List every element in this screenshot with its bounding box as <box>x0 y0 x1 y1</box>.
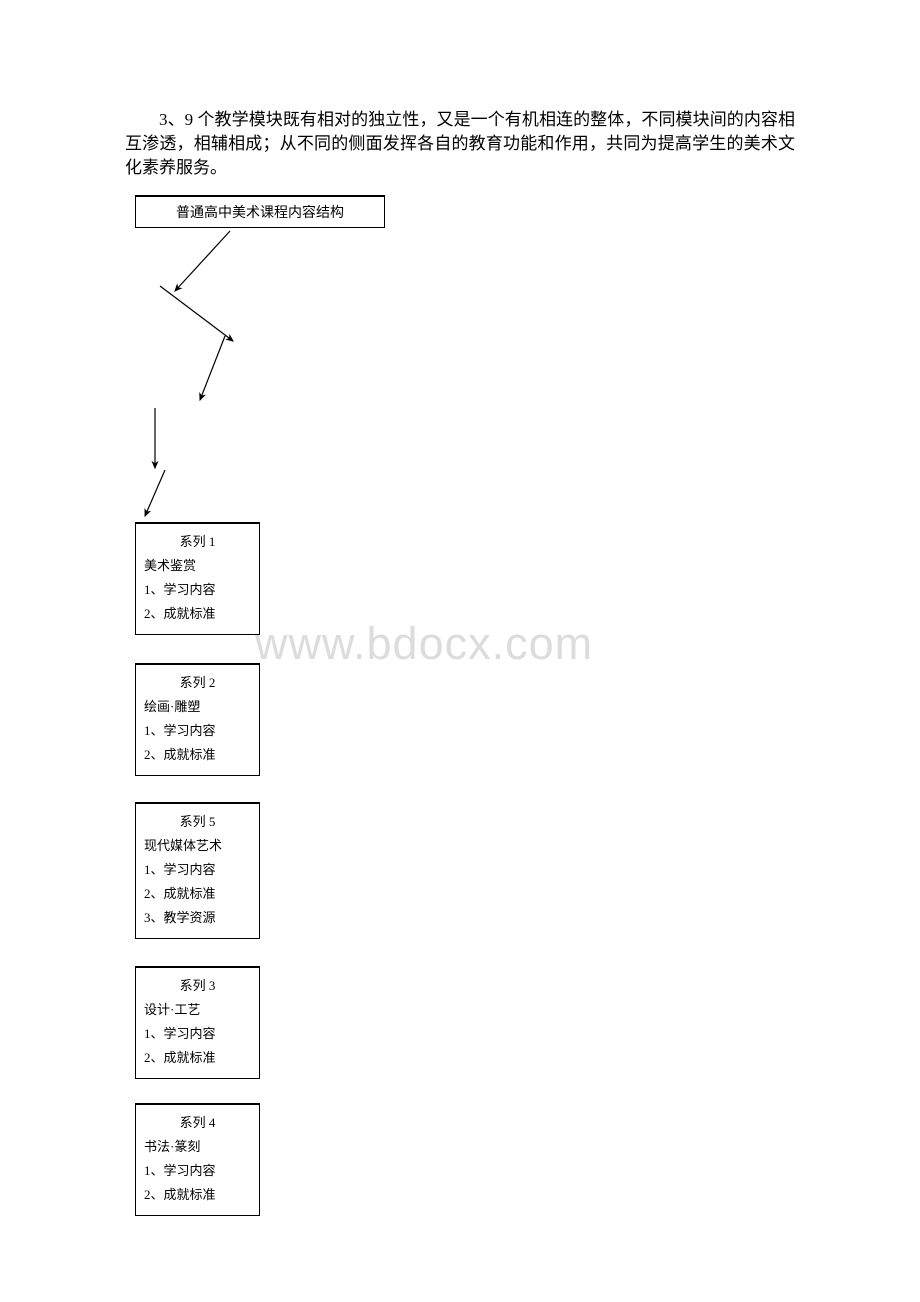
structure-header-box: 普通高中美术课程内容结构 <box>135 195 385 228</box>
series-line: 设计·工艺 <box>144 998 251 1022</box>
series-box: 系列 5现代媒体艺术1、学习内容2、成就标准3、教学资源 <box>135 802 260 939</box>
series-line: 1、学习内容 <box>144 578 251 602</box>
arrow-line <box>145 470 165 516</box>
series-line: 绘画·雕塑 <box>144 695 251 719</box>
series-title: 系列 3 <box>144 974 251 998</box>
intro-paragraph: 3、9 个教学模块既有相对的独立性，又是一个有机相连的整体，不同模块间的内容相互… <box>125 108 795 180</box>
series-box: 系列 4书法·篆刻1、学习内容2、成就标准 <box>135 1103 260 1216</box>
arrow-line <box>175 231 230 291</box>
series-line: 2、成就标准 <box>144 1183 251 1207</box>
series-line: 书法·篆刻 <box>144 1135 251 1159</box>
series-line: 3、教学资源 <box>144 906 251 930</box>
series-line: 1、学习内容 <box>144 858 251 882</box>
series-line: 现代媒体艺术 <box>144 834 251 858</box>
arrow-line <box>160 286 233 341</box>
series-line: 2、成就标准 <box>144 602 251 626</box>
series-title: 系列 1 <box>144 530 251 554</box>
series-box: 系列 1美术鉴赏1、学习内容2、成就标准 <box>135 522 260 635</box>
series-line: 2、成就标准 <box>144 1046 251 1070</box>
series-title: 系列 5 <box>144 810 251 834</box>
series-title: 系列 2 <box>144 671 251 695</box>
watermark-text: www.bdocx.com <box>255 618 593 670</box>
structure-header-text: 普通高中美术课程内容结构 <box>176 202 344 222</box>
series-line: 美术鉴赏 <box>144 554 251 578</box>
series-box: 系列 3设计·工艺1、学习内容2、成就标准 <box>135 966 260 1079</box>
series-box: 系列 2绘画·雕塑1、学习内容2、成就标准 <box>135 663 260 776</box>
series-line: 2、成就标准 <box>144 743 251 767</box>
series-title: 系列 4 <box>144 1111 251 1135</box>
series-line: 2、成就标准 <box>144 882 251 906</box>
arrow-line <box>200 336 225 400</box>
series-line: 1、学习内容 <box>144 719 251 743</box>
paragraph-text: 3、9 个教学模块既有相对的独立性，又是一个有机相连的整体，不同模块间的内容相互… <box>125 110 795 177</box>
series-line: 1、学习内容 <box>144 1022 251 1046</box>
arrows-diagram <box>130 228 280 518</box>
series-line: 1、学习内容 <box>144 1159 251 1183</box>
